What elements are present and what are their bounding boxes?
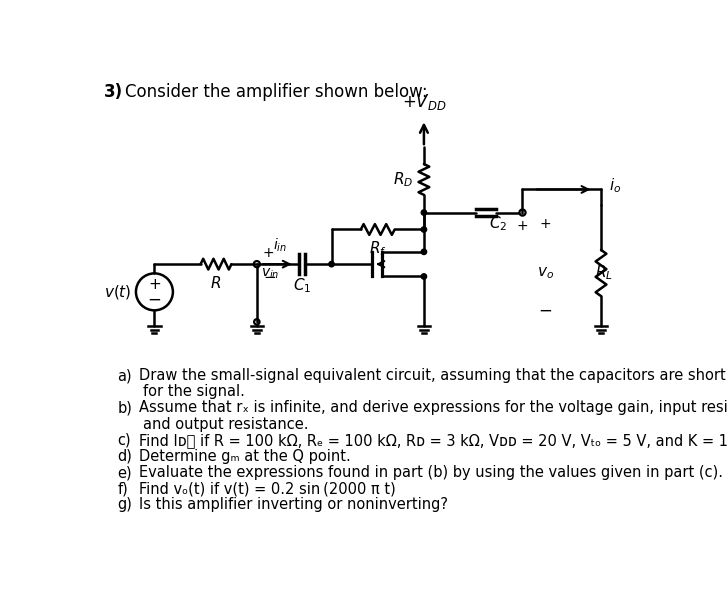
Text: 3): 3) — [104, 83, 124, 101]
Text: $v_{in}$: $v_{in}$ — [261, 266, 279, 281]
Text: g): g) — [117, 497, 132, 512]
Text: $R_f$: $R_f$ — [369, 239, 387, 258]
Text: f): f) — [117, 481, 128, 496]
Text: +: + — [539, 217, 551, 231]
Text: Determine gₘ at the Q point.: Determine gₘ at the Q point. — [139, 449, 351, 464]
Text: −: − — [263, 270, 276, 285]
Text: e): e) — [117, 465, 132, 480]
Text: $v_o$: $v_o$ — [537, 265, 554, 281]
Circle shape — [422, 249, 427, 254]
Text: $i_{in}$: $i_{in}$ — [272, 237, 287, 254]
Text: $R$: $R$ — [210, 275, 221, 291]
Circle shape — [329, 261, 334, 267]
Text: $v(t)$: $v(t)$ — [104, 283, 131, 301]
Text: −: − — [539, 301, 553, 319]
Text: Assume that rₓ is infinite, and derive expressions for the voltage gain, input r: Assume that rₓ is infinite, and derive e… — [139, 401, 728, 416]
Text: $R_D$: $R_D$ — [393, 170, 414, 189]
Text: +: + — [263, 247, 274, 260]
Text: $i_o$: $i_o$ — [609, 176, 621, 195]
Text: Find vₒ(t) if v(t) = 0.2 sin (2000 π t): Find vₒ(t) if v(t) = 0.2 sin (2000 π t) — [139, 481, 396, 496]
Text: Consider the amplifier shown below:: Consider the amplifier shown below: — [125, 83, 428, 101]
Text: Find Iᴅᴤ if R = 100 kΩ, Rₑ = 100 kΩ, Rᴅ = 3 kΩ, Vᴅᴅ = 20 V, Vₜₒ = 5 V, and K = 1: Find Iᴅᴤ if R = 100 kΩ, Rₑ = 100 kΩ, Rᴅ … — [139, 433, 728, 448]
Text: Draw the small-signal equivalent circuit, assuming that the capacitors are short: Draw the small-signal equivalent circuit… — [139, 368, 728, 383]
Text: +: + — [148, 276, 161, 292]
Text: $C_2$: $C_2$ — [488, 215, 507, 233]
Text: $+V_{DD}$: $+V_{DD}$ — [402, 92, 446, 112]
Text: $C_1$: $C_1$ — [293, 276, 312, 295]
Text: a): a) — [117, 368, 132, 383]
Text: b): b) — [117, 401, 132, 416]
Text: for the signal.: for the signal. — [143, 384, 245, 399]
Text: Evaluate the expressions found in part (b) by using the values given in part (c): Evaluate the expressions found in part (… — [139, 465, 723, 480]
Text: Is this amplifier inverting or noninverting?: Is this amplifier inverting or noninvert… — [139, 497, 448, 512]
Text: and output resistance.: and output resistance. — [143, 417, 309, 432]
Circle shape — [422, 274, 427, 279]
Circle shape — [422, 227, 427, 232]
Text: −: − — [148, 291, 162, 309]
Text: $R_L$: $R_L$ — [595, 264, 612, 282]
Text: +: + — [517, 220, 529, 233]
Circle shape — [422, 210, 427, 216]
Text: c): c) — [117, 433, 131, 448]
Text: d): d) — [117, 449, 132, 464]
